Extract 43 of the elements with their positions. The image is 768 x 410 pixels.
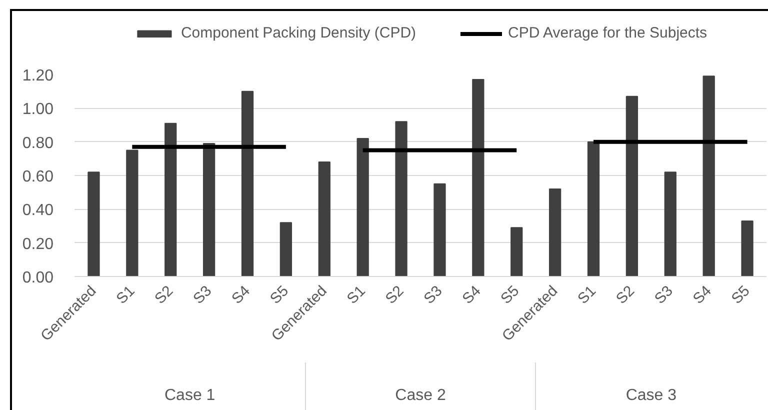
y-tick-label: 1.20: [22, 68, 54, 84]
x-tick-label: S2: [382, 282, 408, 308]
y-tick-label: 0.00: [22, 270, 54, 286]
x-tick-label: S3: [190, 282, 216, 308]
bar: [202, 143, 216, 276]
bar: [472, 79, 484, 276]
bar: [664, 172, 676, 276]
bar: [395, 121, 408, 276]
bar: [434, 183, 446, 276]
bar: [626, 96, 638, 276]
x-tick-label: S1: [113, 282, 138, 308]
text: Case 2: [395, 387, 446, 404]
legend-label: CPD Average for the Subjects: [508, 24, 708, 42]
bar: [126, 150, 138, 276]
x-tick-label: S1: [344, 282, 369, 308]
y-tick-label: 0.80: [22, 134, 54, 152]
y-tick-label: 0.40: [22, 202, 54, 220]
x-tick-label: S4: [459, 282, 484, 308]
bar: [318, 162, 330, 276]
x-tick-label: S1: [574, 282, 600, 308]
x-tick-label: S2: [612, 282, 638, 308]
x-tick-label: S3: [651, 282, 676, 308]
bar: [548, 188, 562, 276]
x-tick-label: S5: [728, 282, 754, 308]
bar: [164, 122, 177, 276]
y-tick-label: 1.00: [22, 101, 54, 118]
bar: [587, 141, 600, 276]
x-tick-label: S4: [228, 282, 254, 308]
legend-label: Component Packing Density (CPD): [180, 24, 416, 42]
bar: [741, 220, 754, 276]
y-tick-label: 0.60: [22, 168, 54, 186]
bar: [88, 172, 100, 276]
x-tick-label: S2: [152, 282, 177, 308]
bar: [356, 138, 369, 276]
text: Case 3: [626, 387, 677, 404]
bar: [702, 76, 715, 276]
bar: [280, 222, 292, 276]
y-tick-label: 0.20: [22, 236, 54, 253]
x-tick-label: S4: [690, 282, 715, 308]
bar: [241, 90, 254, 276]
text: Case 1: [164, 387, 216, 404]
x-tick-label: S3: [420, 282, 446, 308]
bar: [510, 227, 523, 276]
